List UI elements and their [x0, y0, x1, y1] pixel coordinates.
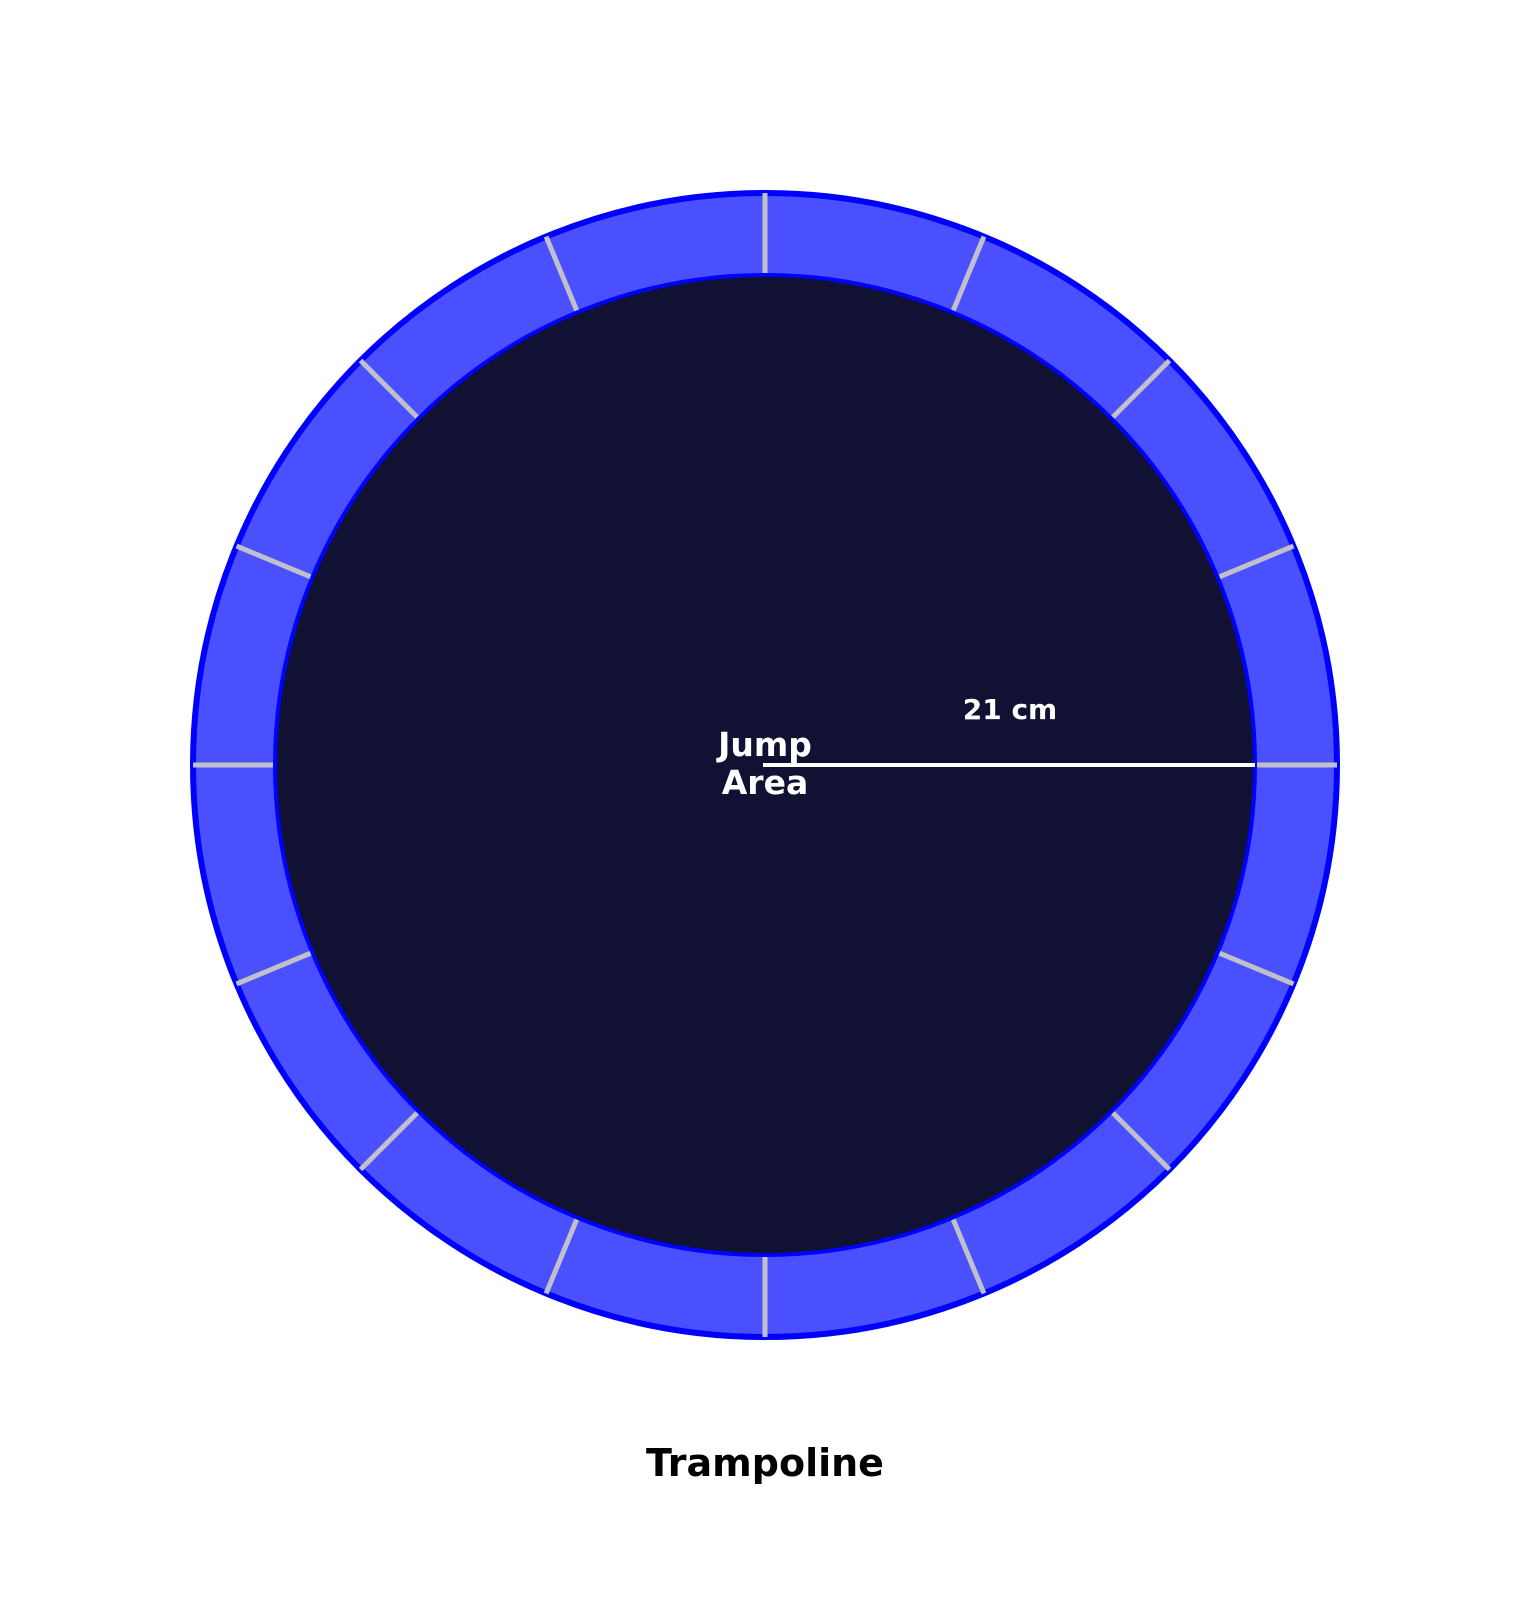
spoke: [235, 949, 317, 987]
spoke: [543, 235, 581, 317]
spoke: [358, 1107, 423, 1172]
spoke: [1213, 543, 1295, 581]
radius-label: 21 cm: [963, 693, 1058, 726]
spoke: [235, 543, 317, 581]
spoke: [949, 235, 987, 317]
center-label-line-1: Jump: [716, 725, 812, 764]
spokes: [193, 193, 1337, 1337]
spoke: [1107, 358, 1172, 423]
spoke: [358, 358, 423, 423]
spoke: [543, 1213, 581, 1295]
diagram-title: Trampoline: [646, 1441, 884, 1485]
spoke: [949, 1213, 987, 1295]
spoke: [1213, 949, 1295, 987]
center-label-line-2: Area: [722, 763, 808, 802]
spoke: [1107, 1107, 1172, 1172]
